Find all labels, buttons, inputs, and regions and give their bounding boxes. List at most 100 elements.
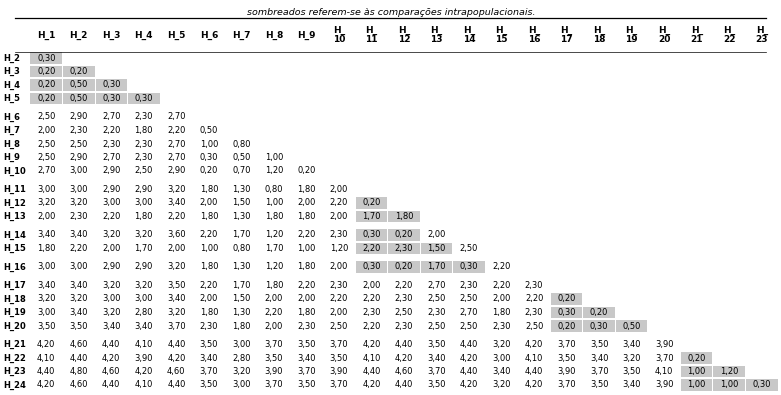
Text: 2,20: 2,20 xyxy=(492,263,511,271)
FancyBboxPatch shape xyxy=(746,379,778,391)
Text: 0,20: 0,20 xyxy=(558,322,576,331)
Text: 2,70: 2,70 xyxy=(167,113,186,122)
Text: 1,20: 1,20 xyxy=(265,231,283,239)
Text: 3,40: 3,40 xyxy=(427,354,446,363)
Text: 1,70: 1,70 xyxy=(362,212,380,221)
Text: H_16: H_16 xyxy=(3,262,26,272)
Text: 2,30: 2,30 xyxy=(330,231,348,239)
Text: H_: H_ xyxy=(366,25,377,35)
Text: 1,30: 1,30 xyxy=(232,185,251,194)
Text: 0,30: 0,30 xyxy=(102,81,120,90)
Text: 3,70: 3,70 xyxy=(330,340,348,349)
Text: 1,80: 1,80 xyxy=(492,308,511,317)
Text: 0,30: 0,30 xyxy=(37,53,55,62)
FancyBboxPatch shape xyxy=(355,243,387,254)
Text: 0,70: 0,70 xyxy=(232,167,251,175)
Text: 15: 15 xyxy=(495,36,508,45)
Text: 4,20: 4,20 xyxy=(525,380,544,389)
Text: 1,30: 1,30 xyxy=(232,263,251,271)
Text: 1,20: 1,20 xyxy=(265,167,283,175)
Text: 2,30: 2,30 xyxy=(330,281,348,290)
Text: 3,40: 3,40 xyxy=(200,354,218,363)
Text: H_9: H_9 xyxy=(298,30,316,40)
Text: 3,50: 3,50 xyxy=(200,380,218,389)
Text: H_8: H_8 xyxy=(3,139,20,149)
Text: H_13: H_13 xyxy=(3,212,26,221)
Text: 4,40: 4,40 xyxy=(525,367,544,376)
Text: 4,40: 4,40 xyxy=(37,367,55,376)
Text: H_: H_ xyxy=(528,25,540,35)
FancyBboxPatch shape xyxy=(714,379,745,391)
Text: 0,30: 0,30 xyxy=(362,263,380,271)
Text: H_21: H_21 xyxy=(3,340,26,349)
Text: 0,20: 0,20 xyxy=(37,94,55,103)
Text: H_2: H_2 xyxy=(3,53,20,62)
Text: 1,00: 1,00 xyxy=(200,139,218,149)
Text: 2,70: 2,70 xyxy=(427,281,446,290)
FancyBboxPatch shape xyxy=(388,261,419,273)
Text: 2,30: 2,30 xyxy=(134,153,153,162)
FancyBboxPatch shape xyxy=(421,243,452,254)
FancyBboxPatch shape xyxy=(551,307,583,318)
Text: 3,70: 3,70 xyxy=(330,380,348,389)
Text: H_23: H_23 xyxy=(3,367,26,376)
Text: H_: H_ xyxy=(658,25,670,35)
Text: H_: H_ xyxy=(495,25,508,35)
FancyBboxPatch shape xyxy=(355,261,387,273)
Text: H_4: H_4 xyxy=(134,30,153,40)
FancyBboxPatch shape xyxy=(355,211,387,222)
Text: 2,70: 2,70 xyxy=(102,113,120,122)
Text: 2,00: 2,00 xyxy=(167,244,186,253)
Text: 17: 17 xyxy=(560,36,573,45)
Text: 2,20: 2,20 xyxy=(492,281,511,290)
Text: 2,70: 2,70 xyxy=(167,153,186,162)
Text: 2,20: 2,20 xyxy=(298,231,316,239)
Text: 0,20: 0,20 xyxy=(687,354,706,363)
Text: 19: 19 xyxy=(626,36,638,45)
Text: 2,30: 2,30 xyxy=(362,308,380,317)
FancyBboxPatch shape xyxy=(681,366,712,377)
Text: 3,00: 3,00 xyxy=(232,380,251,389)
Text: 2,20: 2,20 xyxy=(167,212,186,221)
Text: 3,00: 3,00 xyxy=(37,308,55,317)
Text: 2,30: 2,30 xyxy=(525,308,544,317)
Text: 3,70: 3,70 xyxy=(265,340,284,349)
Text: H_4: H_4 xyxy=(3,81,20,90)
Text: 3,50: 3,50 xyxy=(167,281,186,290)
Text: 1,00: 1,00 xyxy=(265,153,283,162)
Text: 2,50: 2,50 xyxy=(460,295,478,303)
FancyBboxPatch shape xyxy=(551,293,583,305)
Text: 1,30: 1,30 xyxy=(232,212,251,221)
Text: 3,70: 3,70 xyxy=(297,367,316,376)
Text: 4,10: 4,10 xyxy=(134,340,153,349)
Text: 1,20: 1,20 xyxy=(720,367,738,376)
Text: 2,90: 2,90 xyxy=(102,167,120,175)
Text: 3,20: 3,20 xyxy=(134,231,153,239)
Text: sombreados referem-se às comparações intrapopulacionais.: sombreados referem-se às comparações int… xyxy=(247,8,535,17)
Text: 3,40: 3,40 xyxy=(622,380,641,389)
Text: 2,30: 2,30 xyxy=(492,322,511,331)
Text: 4,10: 4,10 xyxy=(37,354,55,363)
Text: H_: H_ xyxy=(593,25,605,35)
Text: 3,50: 3,50 xyxy=(298,380,316,389)
Text: 3,40: 3,40 xyxy=(492,367,511,376)
Text: 3,20: 3,20 xyxy=(102,281,120,290)
Text: 4,40: 4,40 xyxy=(395,340,413,349)
Text: 0,20: 0,20 xyxy=(590,308,608,317)
Text: H_18: H_18 xyxy=(3,294,26,304)
Text: 2,20: 2,20 xyxy=(265,308,283,317)
Text: 14: 14 xyxy=(462,36,476,45)
Text: 1,20: 1,20 xyxy=(330,244,348,253)
Text: 2,00: 2,00 xyxy=(37,126,55,135)
Text: 3,50: 3,50 xyxy=(427,340,446,349)
Text: 4,40: 4,40 xyxy=(167,380,186,389)
Text: 2,50: 2,50 xyxy=(37,139,55,149)
Text: 0,30: 0,30 xyxy=(362,231,380,239)
Text: 3,20: 3,20 xyxy=(492,340,511,349)
Text: 22: 22 xyxy=(723,36,736,45)
Text: 4,40: 4,40 xyxy=(460,367,478,376)
Text: 1,80: 1,80 xyxy=(134,126,153,135)
Text: 2,50: 2,50 xyxy=(70,139,88,149)
Text: 2,30: 2,30 xyxy=(525,281,544,290)
Text: 1,70: 1,70 xyxy=(232,281,251,290)
